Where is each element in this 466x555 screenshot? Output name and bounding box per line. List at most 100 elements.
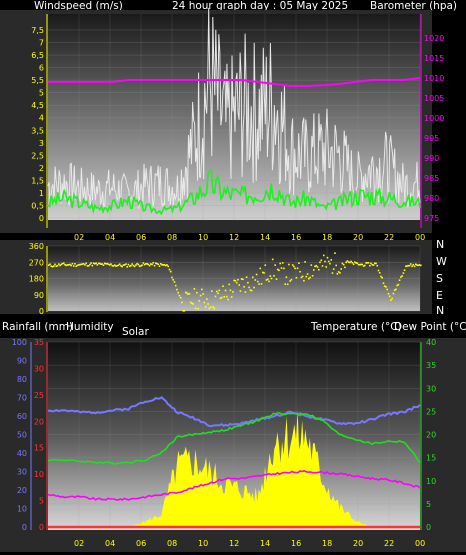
- direction-point: [242, 278, 244, 281]
- direction-point: [259, 267, 262, 270]
- direction-point: [332, 268, 335, 270]
- direction-point: [167, 265, 169, 268]
- humidity-y-tick: 40: [17, 449, 27, 458]
- gust-series-line: [47, 169, 421, 216]
- wind-y-tick: 3: [39, 139, 44, 148]
- direction-point: [406, 265, 408, 267]
- temp-x-tick: 00: [415, 539, 425, 548]
- direction-point: [145, 263, 147, 265]
- direction-point: [162, 264, 165, 266]
- direction-point: [102, 264, 105, 266]
- direction-point: [64, 263, 66, 266]
- direction-point: [401, 275, 403, 277]
- direction-point: [136, 262, 138, 265]
- direction-point: [118, 263, 121, 265]
- direction-point: [201, 288, 203, 291]
- direction-point: [380, 275, 382, 278]
- direction-point: [223, 296, 225, 298]
- direction-point: [372, 264, 375, 266]
- direction-point: [254, 279, 257, 281]
- direction-point: [310, 264, 313, 266]
- direction-point: [173, 281, 176, 283]
- direction-point: [84, 264, 86, 266]
- direction-point: [344, 266, 346, 269]
- direction-point: [94, 263, 96, 265]
- direction-point: [76, 264, 79, 267]
- direction-point: [177, 291, 179, 294]
- compass-n-top: N: [436, 238, 444, 251]
- direction-point: [193, 288, 196, 290]
- wind-y-tick: 7,5: [31, 26, 44, 35]
- temp-x-tick: 02: [74, 539, 84, 548]
- baro-y-tick: 995: [424, 134, 439, 143]
- direction-point: [153, 264, 156, 267]
- temp-x-tick: 18: [322, 539, 332, 548]
- direction-point: [304, 261, 306, 263]
- direction-point: [206, 298, 208, 300]
- baro-y-tick: 975: [424, 214, 439, 223]
- humidity-y-tick: 50: [17, 431, 27, 440]
- direction-point: [255, 273, 258, 276]
- temp-y-tick: 20: [426, 431, 436, 440]
- wind-y-tick: 0: [39, 214, 44, 223]
- direction-point: [116, 264, 118, 267]
- direction-point: [197, 308, 199, 310]
- humidity-y-tick: 80: [17, 375, 27, 384]
- direction-point: [270, 277, 273, 280]
- direction-point: [148, 264, 151, 267]
- direction-point: [387, 292, 390, 295]
- direction-point: [407, 264, 410, 267]
- temp-y-tick: 35: [426, 361, 436, 370]
- direction-point: [161, 263, 163, 266]
- wind-x-tick: 18: [322, 233, 332, 242]
- direction-point: [275, 278, 278, 280]
- temp-y-tick: 30: [426, 384, 436, 393]
- direction-point: [224, 289, 227, 292]
- direction-point: [274, 264, 276, 266]
- direction-point: [187, 293, 189, 295]
- humidity-y-tick: 90: [17, 357, 27, 366]
- direction-point: [361, 263, 364, 266]
- direction-point: [260, 283, 263, 285]
- direction-point: [264, 264, 267, 266]
- temp-y-tick: 25: [426, 407, 436, 416]
- temp-x-tick: 10: [198, 539, 208, 548]
- direction-point: [137, 263, 140, 266]
- dewpoint-axis-label: Dew Point (°C): [394, 321, 466, 333]
- direction-point: [48, 264, 50, 266]
- direction-point: [178, 294, 181, 297]
- direction-point: [212, 306, 214, 308]
- direction-point: [314, 265, 316, 268]
- compass-w: W: [436, 255, 447, 268]
- direction-point: [111, 264, 114, 267]
- direction-point: [160, 263, 162, 265]
- direction-point: [125, 263, 127, 265]
- wind-x-tick: 04: [105, 233, 115, 242]
- baro-y-tick: 1000: [424, 114, 444, 123]
- direction-point: [218, 289, 220, 292]
- dewpoint-series-line: [47, 470, 421, 501]
- rain-y-tick: 15: [34, 444, 44, 453]
- direction-point: [222, 285, 224, 287]
- direction-point: [80, 263, 82, 266]
- temp-y-tick: 10: [426, 477, 436, 486]
- direction-point: [416, 264, 418, 266]
- wind-x-tick: 00: [415, 233, 425, 242]
- direction-point: [105, 263, 107, 265]
- direction-point: [351, 261, 354, 264]
- direction-point: [128, 265, 131, 268]
- direction-point: [388, 295, 391, 298]
- direction-point: [370, 262, 372, 265]
- humidity-y-tick: 30: [17, 468, 27, 477]
- direction-point: [340, 268, 342, 270]
- wind-x-tick: 14: [260, 233, 270, 242]
- direction-point: [305, 275, 308, 278]
- direction-point: [364, 264, 366, 267]
- direction-point: [289, 280, 291, 282]
- direction-point: [375, 262, 377, 265]
- wind-y-tick: 5,5: [31, 76, 44, 85]
- direction-point: [53, 265, 55, 267]
- direction-point: [336, 273, 339, 275]
- dir-y-tick: 360: [29, 242, 44, 251]
- direction-point: [132, 264, 135, 267]
